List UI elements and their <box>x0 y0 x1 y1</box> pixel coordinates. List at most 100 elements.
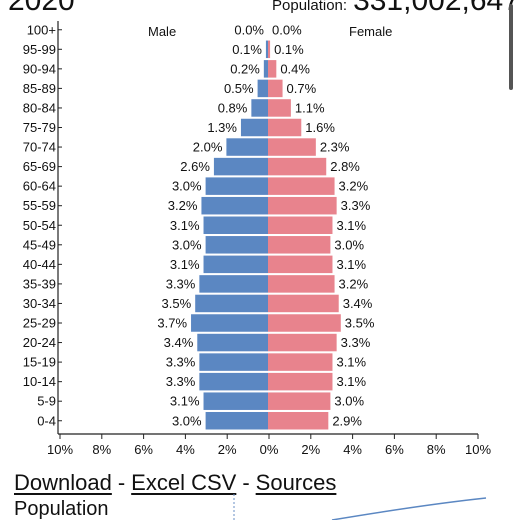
data-label-female: 0.4% <box>280 61 310 76</box>
x-tick-label: 2% <box>301 442 320 457</box>
scrollbar[interactable] <box>509 4 513 90</box>
bar-female <box>268 392 331 410</box>
bar-male <box>199 275 268 293</box>
excel-csv-link[interactable]: Excel CSV <box>131 470 237 495</box>
data-label-male: 3.2% <box>168 198 198 213</box>
bar-male <box>263 60 268 78</box>
bar-female <box>268 60 277 78</box>
bar-male <box>205 177 268 195</box>
x-tick-label: 2% <box>218 442 237 457</box>
bar-male <box>257 79 268 98</box>
bar-male <box>191 314 268 332</box>
data-label-female: 2.8% <box>330 159 360 174</box>
bar-female <box>268 236 331 254</box>
data-label-male: 3.1% <box>170 257 200 272</box>
population-pyramid-chart: Male Female 100+ 0.0% 0.0% 95-99 0.1% 0.1% 90-94… <box>23 21 491 457</box>
x-tick-label: 8% <box>427 442 446 457</box>
y-tick-label: 15-19 <box>23 355 56 370</box>
bar-female <box>268 314 341 332</box>
data-label-female: 0.7% <box>287 81 317 96</box>
bar-male <box>195 294 268 313</box>
y-tick-label: 45-49 <box>23 237 56 252</box>
data-label-female: 2.9% <box>332 413 362 428</box>
y-tick-label: 100+ <box>27 22 56 37</box>
data-label-male: 0.8% <box>218 100 248 115</box>
bar-female <box>268 294 339 313</box>
y-tick-label: 0-4 <box>37 413 56 428</box>
data-label-male: 0.5% <box>224 81 254 96</box>
y-tick-label: 95-99 <box>23 42 56 57</box>
separator: - <box>117 470 126 495</box>
data-label-female: 3.2% <box>339 179 369 194</box>
y-tick-label: 35-39 <box>23 276 56 291</box>
data-label-female: 3.4% <box>343 296 373 311</box>
y-tick-label: 65-69 <box>23 159 56 174</box>
data-label-male: 3.1% <box>170 394 200 409</box>
x-tick-label: 10% <box>465 442 491 457</box>
bar-female <box>268 138 316 156</box>
y-tick-label: 75-79 <box>23 120 56 135</box>
data-label-female: 3.1% <box>336 355 366 370</box>
bar-male <box>197 333 268 352</box>
bar-female <box>268 196 337 215</box>
data-label-female: 1.6% <box>305 120 335 135</box>
data-label-male: 3.1% <box>170 218 200 233</box>
data-label-female: 3.1% <box>336 374 366 389</box>
bar-male <box>203 255 268 274</box>
data-label-male: 1.3% <box>207 120 237 135</box>
population-summary: Population: 331,002,647 <box>272 0 518 16</box>
bar-male <box>201 196 268 215</box>
y-tick-label: 80-84 <box>23 100 56 115</box>
data-label-female: 0.1% <box>274 42 304 57</box>
download-link[interactable]: Download <box>14 470 112 495</box>
legend-male: Male <box>148 24 176 39</box>
bar-female <box>268 157 327 176</box>
x-tick-label: 4% <box>176 442 195 457</box>
data-label-male: 2.6% <box>180 159 210 174</box>
population-label: Population: <box>272 0 348 14</box>
x-tick-label: 4% <box>343 442 362 457</box>
y-tick-label: 40-44 <box>23 257 56 272</box>
data-label-male: 3.0% <box>172 237 202 252</box>
bar-female <box>268 40 271 59</box>
y-tick-label: 20-24 <box>23 335 56 350</box>
data-label-female: 0.0% <box>272 22 302 37</box>
bar-female <box>268 79 283 98</box>
year-title: 2020 <box>8 0 75 17</box>
sources-link[interactable]: Sources <box>255 470 337 495</box>
x-tick-label: 0% <box>260 442 279 457</box>
bar-male <box>205 236 268 254</box>
section-title: Population <box>14 498 109 520</box>
bar-female <box>268 353 333 371</box>
bar-male <box>213 157 268 176</box>
data-label-male: 3.5% <box>162 296 192 311</box>
y-tick-label: 85-89 <box>23 81 56 96</box>
bar-female <box>268 255 333 274</box>
y-tick-label: 60-64 <box>23 179 56 194</box>
data-label-male: 2.0% <box>193 140 223 155</box>
bar-male <box>199 353 268 371</box>
preview-trend-line <box>331 497 487 520</box>
data-label-female: 3.2% <box>339 276 369 291</box>
y-tick-label: 30-34 <box>23 296 56 311</box>
bar-female <box>268 99 291 117</box>
data-label-female: 3.1% <box>336 218 366 233</box>
y-tick-label: 50-54 <box>23 218 56 233</box>
y-tick-label: 55-59 <box>23 198 56 213</box>
legend-female: Female <box>349 24 392 39</box>
data-label-female: 3.5% <box>345 316 375 331</box>
bar-male <box>199 372 268 391</box>
data-label-female: 3.3% <box>341 335 371 350</box>
data-label-male: 3.3% <box>166 374 196 389</box>
x-tick-label: 6% <box>385 442 404 457</box>
bar-male <box>265 40 268 59</box>
data-label-male: 3.4% <box>164 335 194 350</box>
data-label-female: 3.0% <box>334 394 364 409</box>
bar-female <box>268 275 335 293</box>
bar-female <box>268 412 329 430</box>
bar-male <box>203 216 268 234</box>
y-tick-label: 90-94 <box>23 61 56 76</box>
population-value: 331,002,647 <box>353 0 518 17</box>
download-links: Download - Excel CSV - Sources <box>14 470 336 496</box>
x-tick-label: 8% <box>92 442 111 457</box>
